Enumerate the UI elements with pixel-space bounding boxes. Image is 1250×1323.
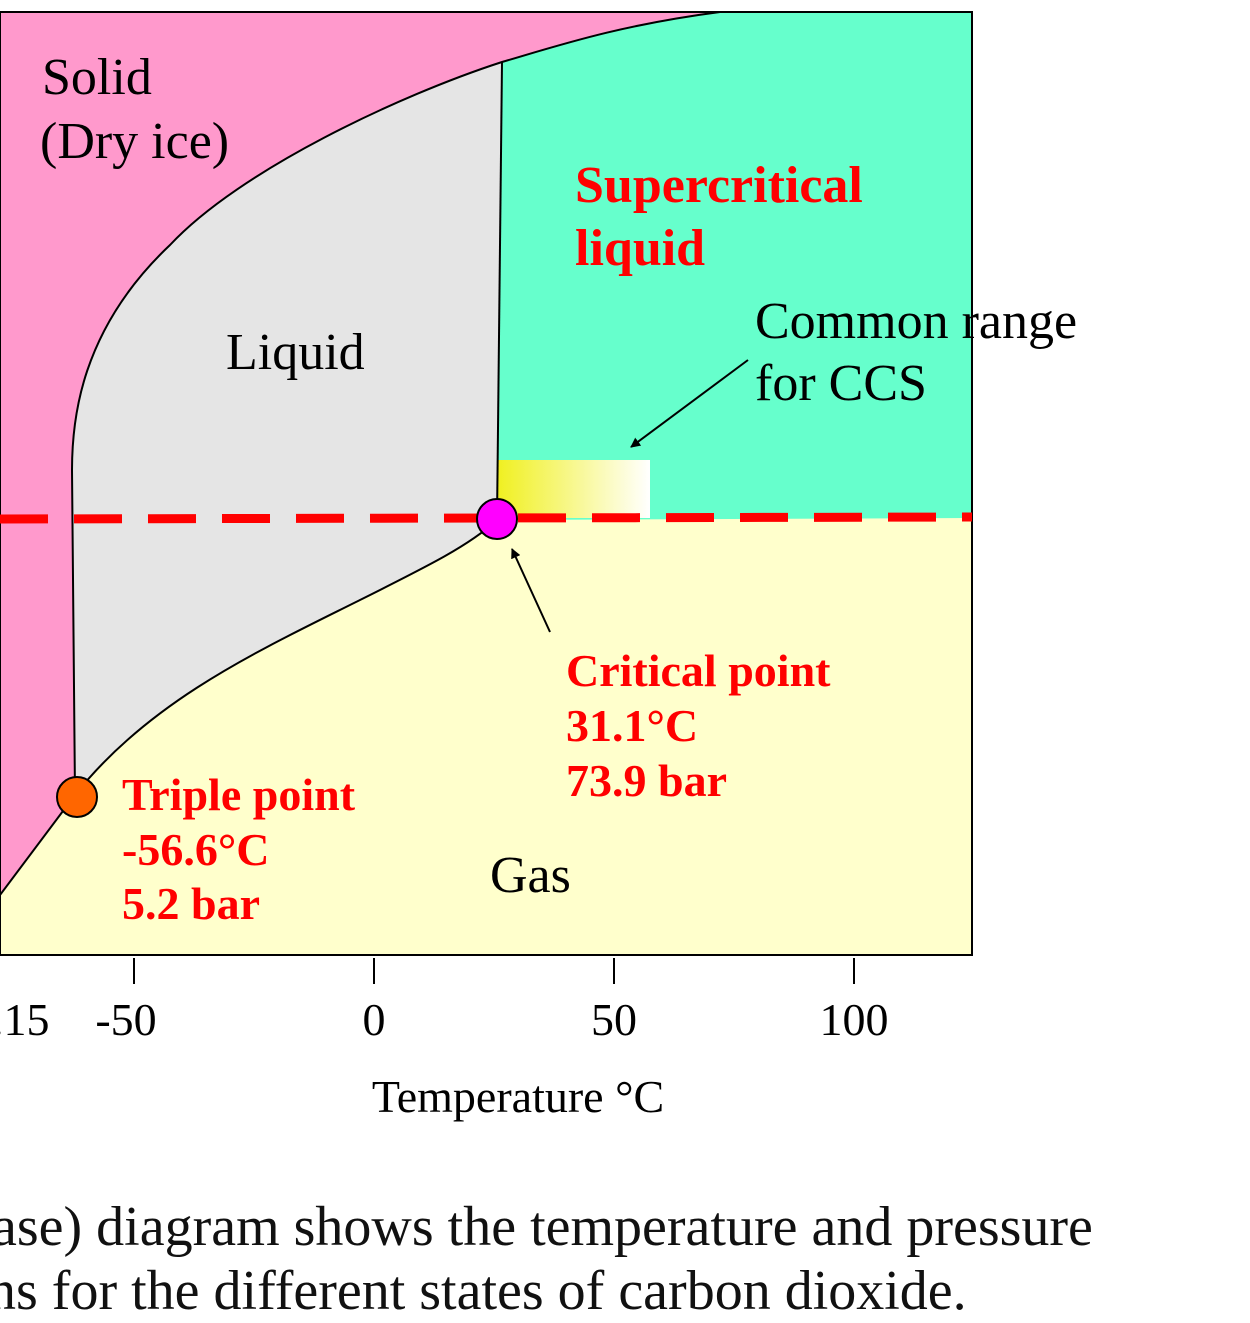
melting-curve: [70, 11, 721, 796]
ccs-arrow: [630, 359, 749, 448]
liquid-label: Liquid: [226, 324, 365, 381]
critical-point-title: Critical point: [566, 645, 831, 696]
supercritical-region: [497, 12, 972, 520]
x-tick-label: 50: [591, 994, 637, 1045]
plot-border: [0, 11, 973, 956]
x-tick-label: 0: [363, 994, 386, 1045]
critical-point-pressure: 73.9 bar: [566, 755, 727, 806]
triple-point-pressure: 5.2 bar: [122, 878, 260, 929]
gas-label: Gas: [490, 847, 571, 904]
triple-point-title: Triple point: [122, 769, 356, 820]
critical-point-arrow: [511, 548, 551, 633]
liquid-region: [72, 62, 502, 795]
caption: ase) diagram shows the temperature and p…: [0, 1195, 1250, 1323]
ccs-range-box: [497, 460, 650, 518]
critical-temperature-line: [496, 61, 503, 521]
ccs-sublabel: for CCS: [755, 355, 927, 412]
triple-point-temp: -56.6°C: [122, 824, 269, 875]
caption-line-2: ns for the different states of carbon di…: [0, 1260, 967, 1322]
x-axis-title: Temperature °C: [372, 1071, 664, 1122]
supercritical-sublabel: liquid: [575, 220, 705, 277]
critical-point-temp: 31.1°C: [566, 700, 698, 751]
x-tick-label: 100: [820, 994, 889, 1045]
solid-sublabel: (Dry ice): [40, 113, 229, 170]
x-tick-label: .15: [0, 994, 50, 1045]
ccs-label: Common range: [755, 293, 1077, 350]
solid-label: Solid: [42, 49, 152, 106]
solid-region: [0, 12, 720, 895]
critical-point-marker: [476, 498, 518, 540]
caption-line-1: ase) diagram shows the temperature and p…: [0, 1196, 1093, 1258]
x-tick-label: -50: [95, 994, 156, 1045]
supercritical-label: Supercritical: [575, 157, 863, 214]
triple-point-marker: [56, 776, 98, 818]
x-axis: .15 -50 0 50 100: [0, 958, 889, 1045]
boiling-curve: [74, 519, 498, 796]
